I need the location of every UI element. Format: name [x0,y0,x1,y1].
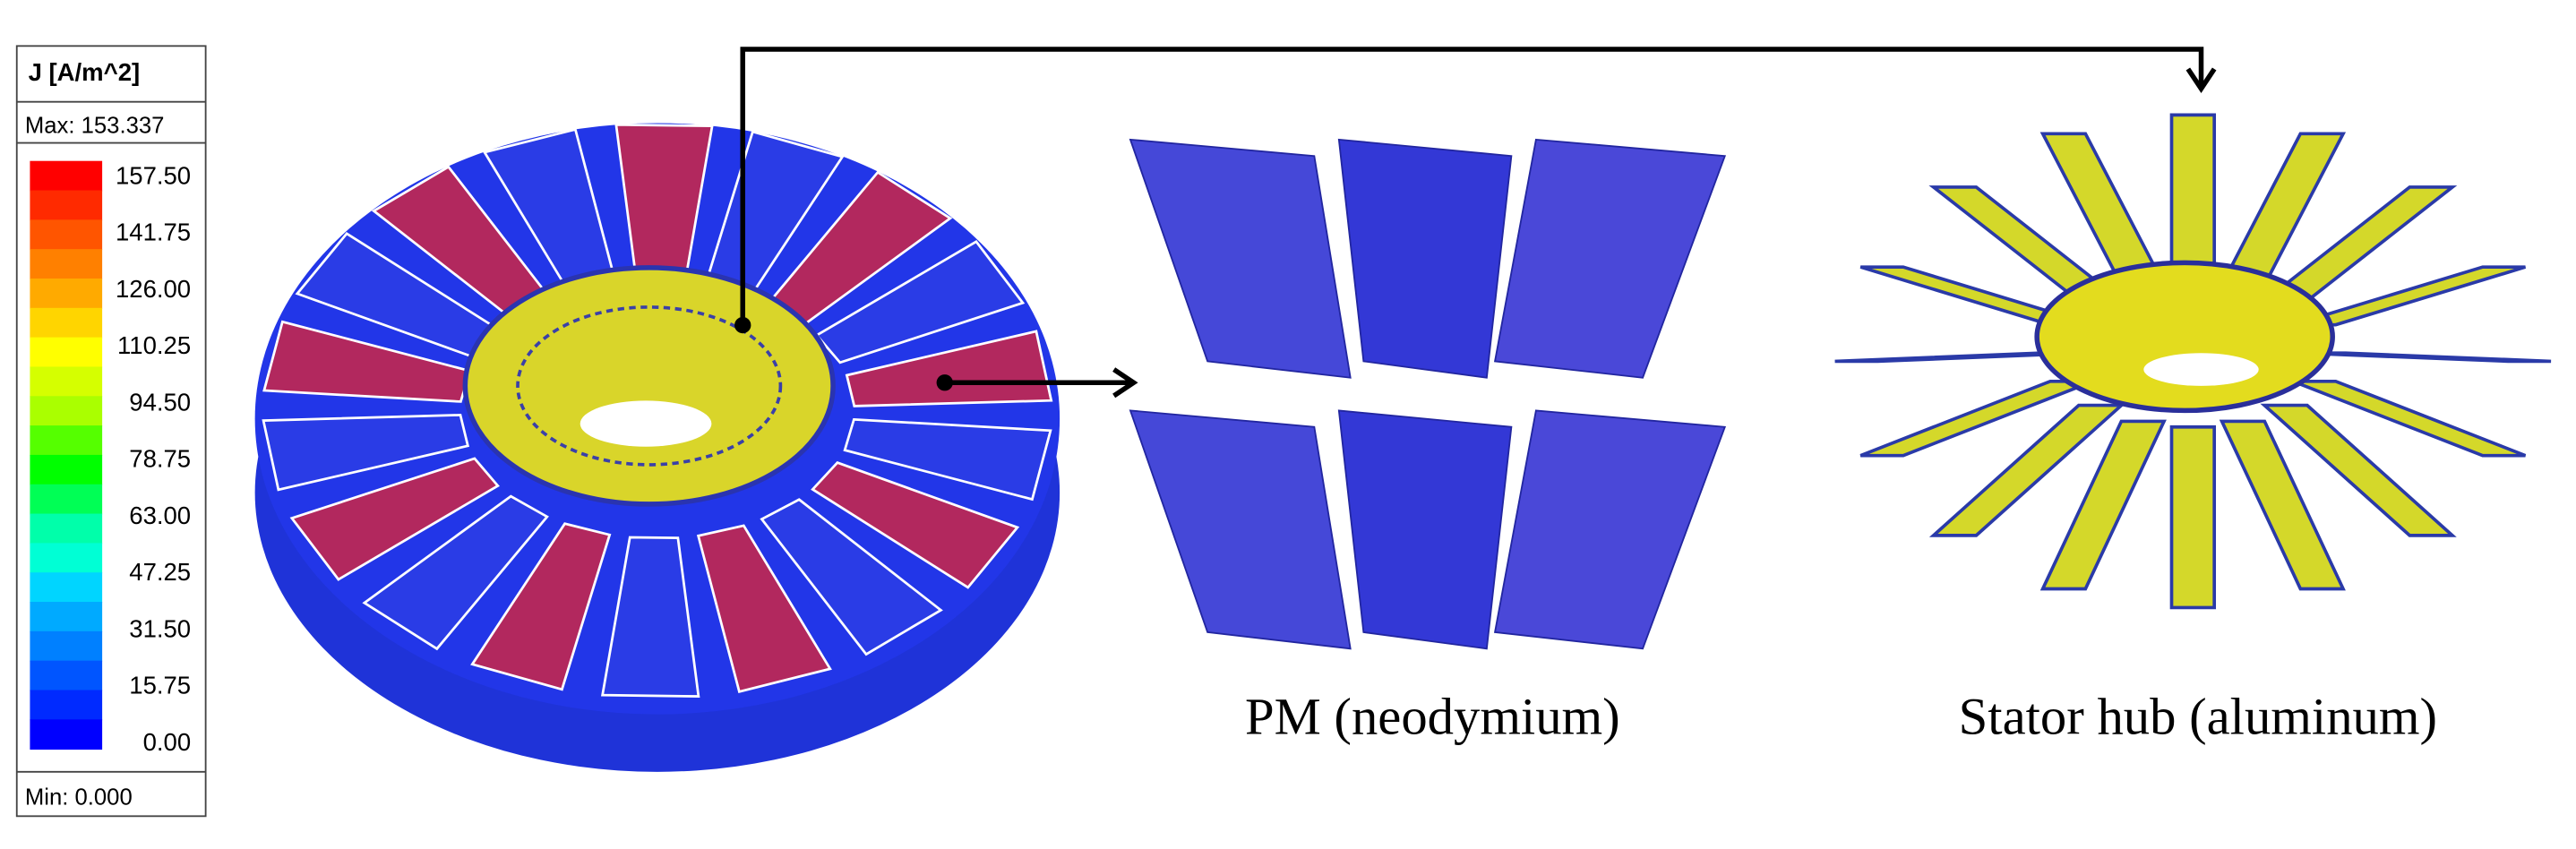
magnet-segment [1337,138,1513,379]
hub-spoke [2292,379,2527,458]
magnet-segment [1129,409,1352,650]
rotor-magnet [811,460,1020,589]
caption: Stator hub (aluminum) [1959,688,2437,746]
hub-spoke [1928,403,2126,537]
hub-spoke [2219,419,2346,591]
hub-spoke [2039,419,2167,591]
arrows [734,47,2217,399]
color-tick-label: 110.25 [117,331,191,359]
color-band [30,630,103,662]
color-tick-label: 0.00 [143,728,192,756]
color-band [30,337,103,368]
color-tick-label: 63.00 [129,502,191,529]
rotor-magnet [760,498,943,656]
rotor-magnet [845,330,1053,407]
magnet-segment [1337,409,1513,650]
arrow-dot [734,316,751,334]
color-band [30,690,103,721]
color-tick-label: 157.50 [116,161,191,189]
color-band [30,396,103,427]
color-band [30,572,103,603]
rotor-magnet [470,522,612,691]
legend-min: Min: 0.000 [25,785,133,810]
color-band [30,484,103,515]
hub-spoke [2169,113,2217,281]
magnet-segment [1493,409,1727,650]
caption: PM (neodymium) [1245,688,1620,746]
legend-title: J [A/m^2] [29,58,141,86]
legend: J [A/m^2] Max: 153.337 Min: 0.000 157.50… [15,45,207,818]
hub-image [1834,113,2552,610]
color-band [30,278,103,309]
color-tick-label: 94.50 [129,388,191,416]
hub-spoke [2169,424,2217,610]
arrow-head [1112,367,1138,399]
color-band [30,602,103,632]
rotor-magnet [262,413,470,492]
color-band [30,543,103,574]
color-tick-label: 78.75 [129,445,191,473]
hub-spoke [2260,403,2457,537]
rotor-hub-ring [516,305,783,467]
hub-ring [2034,260,2335,414]
color-band [30,454,103,485]
magnet-segment [1493,138,1727,379]
hub-spoke [2303,351,2552,364]
color-band [30,425,103,456]
color-band [30,160,103,192]
color-band [30,513,103,545]
arrow-line [740,47,2204,326]
rotor-hub [462,265,836,507]
rotor-magnet [600,536,700,698]
color-band [30,366,103,398]
rotor-bore [580,400,712,447]
color-tick-label: 126.00 [116,275,191,303]
magnets-image [1129,138,1727,650]
color-bar [30,160,103,750]
arrow-head [2185,67,2217,93]
color-tick-label: 15.75 [129,672,191,699]
rotor-magnet [289,457,500,581]
color-band [30,190,103,221]
color-tick-label: 31.50 [129,614,191,642]
rotor-magnet [696,524,832,693]
color-band [30,249,103,279]
color-tick-label: 141.75 [116,219,191,246]
color-tick-label: 47.25 [129,558,191,586]
rotor-magnet [843,417,1052,502]
magnet-segment [1129,138,1352,379]
color-band [30,307,103,339]
legend-max: Max: 153.337 [25,114,164,139]
hub-bore [2143,353,2259,386]
color-band [30,660,103,691]
color-band [30,719,103,750]
arrow-dot [936,374,953,391]
rotor-magnet [814,239,1026,364]
rotor-image [254,123,1060,772]
color-band [30,219,103,251]
rotor-magnet [362,494,549,651]
